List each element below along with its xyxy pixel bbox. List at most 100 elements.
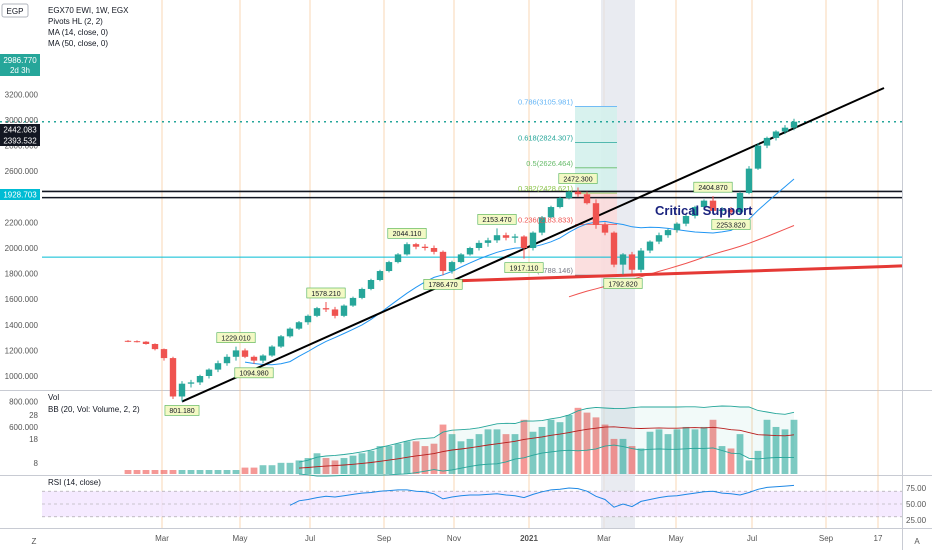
candle [232, 346, 240, 361]
svg-text:2044.110: 2044.110 [393, 231, 422, 238]
candle [772, 130, 780, 141]
volume-bar [376, 446, 384, 474]
chart-legend: EGX70 EWI, 1W, EGX Pivots HL (2, 2) MA (… [48, 6, 129, 48]
candle-body [592, 203, 600, 225]
pivot-label: 2472.300 [558, 173, 598, 184]
candle [763, 136, 771, 149]
volume-bar [412, 441, 420, 474]
candle-body [340, 305, 348, 316]
svg-text:EGP: EGP [7, 7, 24, 16]
pivot-label: 1578.210 [306, 287, 346, 299]
price-tick: 1800.000 [5, 270, 39, 279]
volume-bar [628, 446, 636, 474]
candle-body [403, 244, 411, 255]
volume-bar [601, 424, 609, 474]
candle-body [493, 235, 501, 241]
symbol-line: EGX70 EWI, 1W, EGX [48, 6, 129, 15]
svg-text:2253.820: 2253.820 [716, 222, 745, 229]
pivot-label: 801.180 [164, 405, 200, 416]
candle [736, 191, 744, 214]
time-label: Nov [447, 534, 461, 543]
volume-bar [295, 460, 303, 474]
currency-badge[interactable]: EGP [1, 3, 29, 18]
rsi-tick: 75.00 [906, 484, 927, 493]
volume-bar [142, 470, 150, 474]
candle-body [646, 241, 654, 251]
auto-scale-button[interactable]: A [914, 537, 920, 546]
bb-basis [298, 426, 795, 469]
candle [196, 374, 204, 385]
candle [754, 143, 762, 170]
volume-title: Vol [48, 393, 59, 402]
candle-body [718, 209, 726, 211]
candle [448, 260, 456, 274]
time-label: Jul [747, 534, 757, 543]
volume-bar [520, 419, 528, 474]
candle-body [412, 244, 420, 247]
candle [160, 348, 168, 361]
fib-label: 0.5(2626.464) [526, 159, 573, 168]
candle-body [610, 232, 618, 265]
svg-text:2393.532: 2393.532 [3, 137, 37, 146]
candle [556, 196, 564, 209]
price-tick: 1200.000 [5, 346, 39, 355]
bb-lower [298, 444, 794, 477]
volume-bar [781, 429, 789, 474]
candle-body [178, 383, 186, 397]
volume-bar [475, 434, 483, 474]
time-label: Mar [597, 534, 611, 543]
volume-bar [700, 426, 708, 474]
volume-bar [790, 419, 798, 474]
candle-body [556, 198, 564, 208]
volume-bar [493, 429, 501, 474]
candle-body [574, 191, 582, 195]
volume-tick: 28 [29, 411, 38, 420]
candle-body [232, 350, 240, 357]
candle [538, 216, 546, 236]
volume-bar [304, 458, 312, 474]
time-label: Sep [377, 534, 392, 543]
volume-bar [421, 446, 429, 474]
bb-label: BB (20, Vol: Volume, 2, 2) [48, 405, 140, 414]
candle [574, 187, 582, 197]
price-tick: 2800.000 [5, 142, 39, 151]
volume-bar [223, 470, 231, 474]
candle [619, 253, 627, 275]
volume-bar [241, 467, 249, 474]
pivot-label: 2153.470 [477, 214, 517, 225]
volume-bar [313, 453, 321, 474]
candle-body [205, 369, 213, 376]
candle [376, 269, 384, 282]
bar-countdown: 2d 3h [10, 66, 30, 75]
volume-bar [448, 434, 456, 474]
candle [421, 244, 429, 251]
volume-bar [763, 419, 771, 474]
price-tick: 1400.000 [5, 321, 39, 330]
volume-bar [511, 434, 519, 474]
candle [349, 296, 357, 307]
time-label: Jul [305, 534, 315, 543]
volume-bar [160, 470, 168, 474]
volume-tick: 18 [29, 435, 38, 444]
volume-bar [250, 467, 258, 474]
candle [322, 301, 330, 312]
candle [385, 260, 393, 273]
candle-body [376, 271, 384, 280]
volume-bar [205, 470, 213, 474]
scroll-left-button[interactable]: Z [32, 537, 37, 546]
candle [133, 340, 141, 343]
svg-text:1094.980: 1094.980 [239, 371, 268, 378]
time-label: Sep [819, 534, 834, 543]
candle [601, 222, 609, 236]
support-line [442, 264, 903, 283]
volume-bar [556, 422, 564, 474]
volume-bar [727, 448, 735, 474]
volume-bar [718, 446, 726, 474]
candle-body [529, 232, 537, 248]
candle [250, 355, 258, 364]
candle-body [682, 216, 690, 224]
volume-bar [610, 438, 618, 474]
svg-text:Z: Z [32, 537, 37, 546]
candle-body [187, 382, 195, 384]
